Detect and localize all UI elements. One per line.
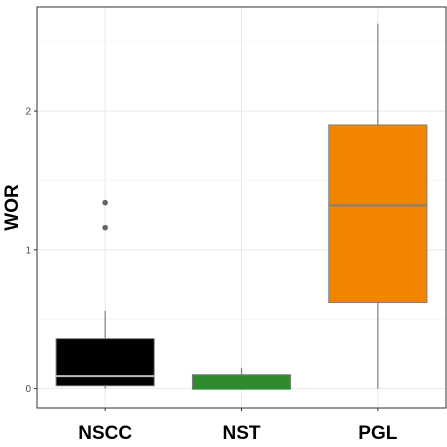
y-axis-title: WOR (2, 184, 23, 231)
box-nst (191, 367, 292, 390)
y-tick-label: 0 (25, 384, 31, 395)
x-tick-label: PGL (358, 423, 397, 444)
box-body (191, 374, 292, 390)
x-tick-label: NSCC (78, 423, 132, 444)
box-body (328, 124, 428, 304)
x-tick-label: NST (223, 423, 261, 444)
outlier-point (102, 224, 108, 231)
outlier-point (102, 199, 108, 206)
y-tick-label: 1 (25, 245, 31, 256)
boxes (55, 23, 428, 390)
box-nscc (55, 199, 155, 389)
axis-ticks: 0 1 2 NSCC NST PGL (25, 107, 397, 444)
box-body (55, 338, 155, 387)
box-pgl (328, 23, 428, 389)
y-tick-label: 2 (25, 107, 31, 118)
